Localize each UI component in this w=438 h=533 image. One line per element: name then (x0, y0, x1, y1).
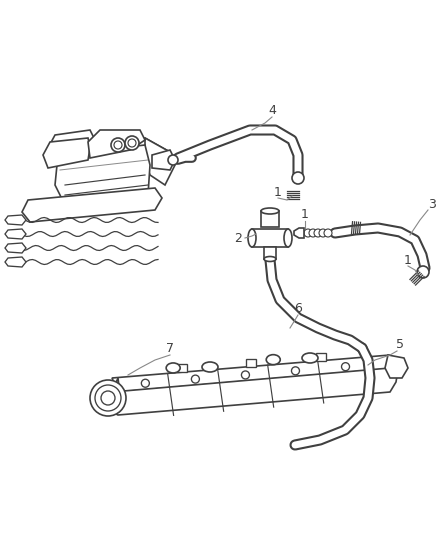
Ellipse shape (284, 229, 292, 247)
Circle shape (90, 380, 126, 416)
Ellipse shape (261, 208, 279, 214)
Circle shape (141, 379, 149, 387)
Circle shape (168, 155, 178, 165)
Polygon shape (112, 355, 398, 392)
Polygon shape (5, 215, 26, 225)
Circle shape (125, 136, 139, 150)
Circle shape (342, 362, 350, 370)
Polygon shape (55, 145, 150, 205)
Circle shape (111, 138, 125, 152)
Polygon shape (152, 150, 175, 170)
Circle shape (114, 141, 122, 149)
Circle shape (324, 229, 332, 237)
FancyBboxPatch shape (246, 359, 256, 367)
Polygon shape (22, 188, 162, 222)
Polygon shape (48, 130, 95, 160)
Ellipse shape (248, 229, 256, 247)
Circle shape (128, 139, 136, 147)
Circle shape (309, 229, 317, 237)
Text: 3: 3 (428, 198, 436, 212)
Circle shape (417, 266, 429, 278)
Circle shape (95, 385, 121, 411)
Text: 1: 1 (301, 208, 309, 222)
Text: 1: 1 (274, 185, 282, 198)
Polygon shape (88, 130, 145, 158)
Ellipse shape (166, 363, 180, 373)
Polygon shape (43, 138, 90, 168)
Polygon shape (5, 229, 26, 239)
Ellipse shape (202, 362, 218, 372)
Circle shape (191, 375, 199, 383)
Text: 6: 6 (294, 302, 302, 314)
Circle shape (292, 172, 304, 184)
Ellipse shape (266, 354, 280, 365)
Ellipse shape (264, 256, 276, 262)
Text: 5: 5 (396, 338, 404, 351)
Circle shape (314, 229, 322, 237)
Polygon shape (112, 368, 398, 415)
FancyBboxPatch shape (315, 353, 325, 361)
Polygon shape (264, 247, 276, 259)
Polygon shape (261, 211, 279, 227)
Polygon shape (385, 355, 408, 378)
Circle shape (319, 229, 327, 237)
Polygon shape (5, 243, 26, 253)
Polygon shape (58, 138, 170, 178)
Ellipse shape (302, 353, 318, 363)
Polygon shape (112, 378, 120, 410)
Polygon shape (5, 257, 26, 267)
Polygon shape (252, 229, 288, 247)
Text: 4: 4 (268, 103, 276, 117)
Circle shape (101, 391, 115, 405)
Circle shape (304, 229, 312, 237)
Circle shape (291, 367, 300, 375)
Polygon shape (145, 138, 175, 185)
Text: 2: 2 (234, 231, 242, 245)
Polygon shape (294, 228, 304, 238)
Circle shape (241, 371, 249, 379)
Text: 7: 7 (166, 342, 174, 354)
Text: 1: 1 (404, 254, 412, 266)
FancyBboxPatch shape (177, 364, 187, 372)
